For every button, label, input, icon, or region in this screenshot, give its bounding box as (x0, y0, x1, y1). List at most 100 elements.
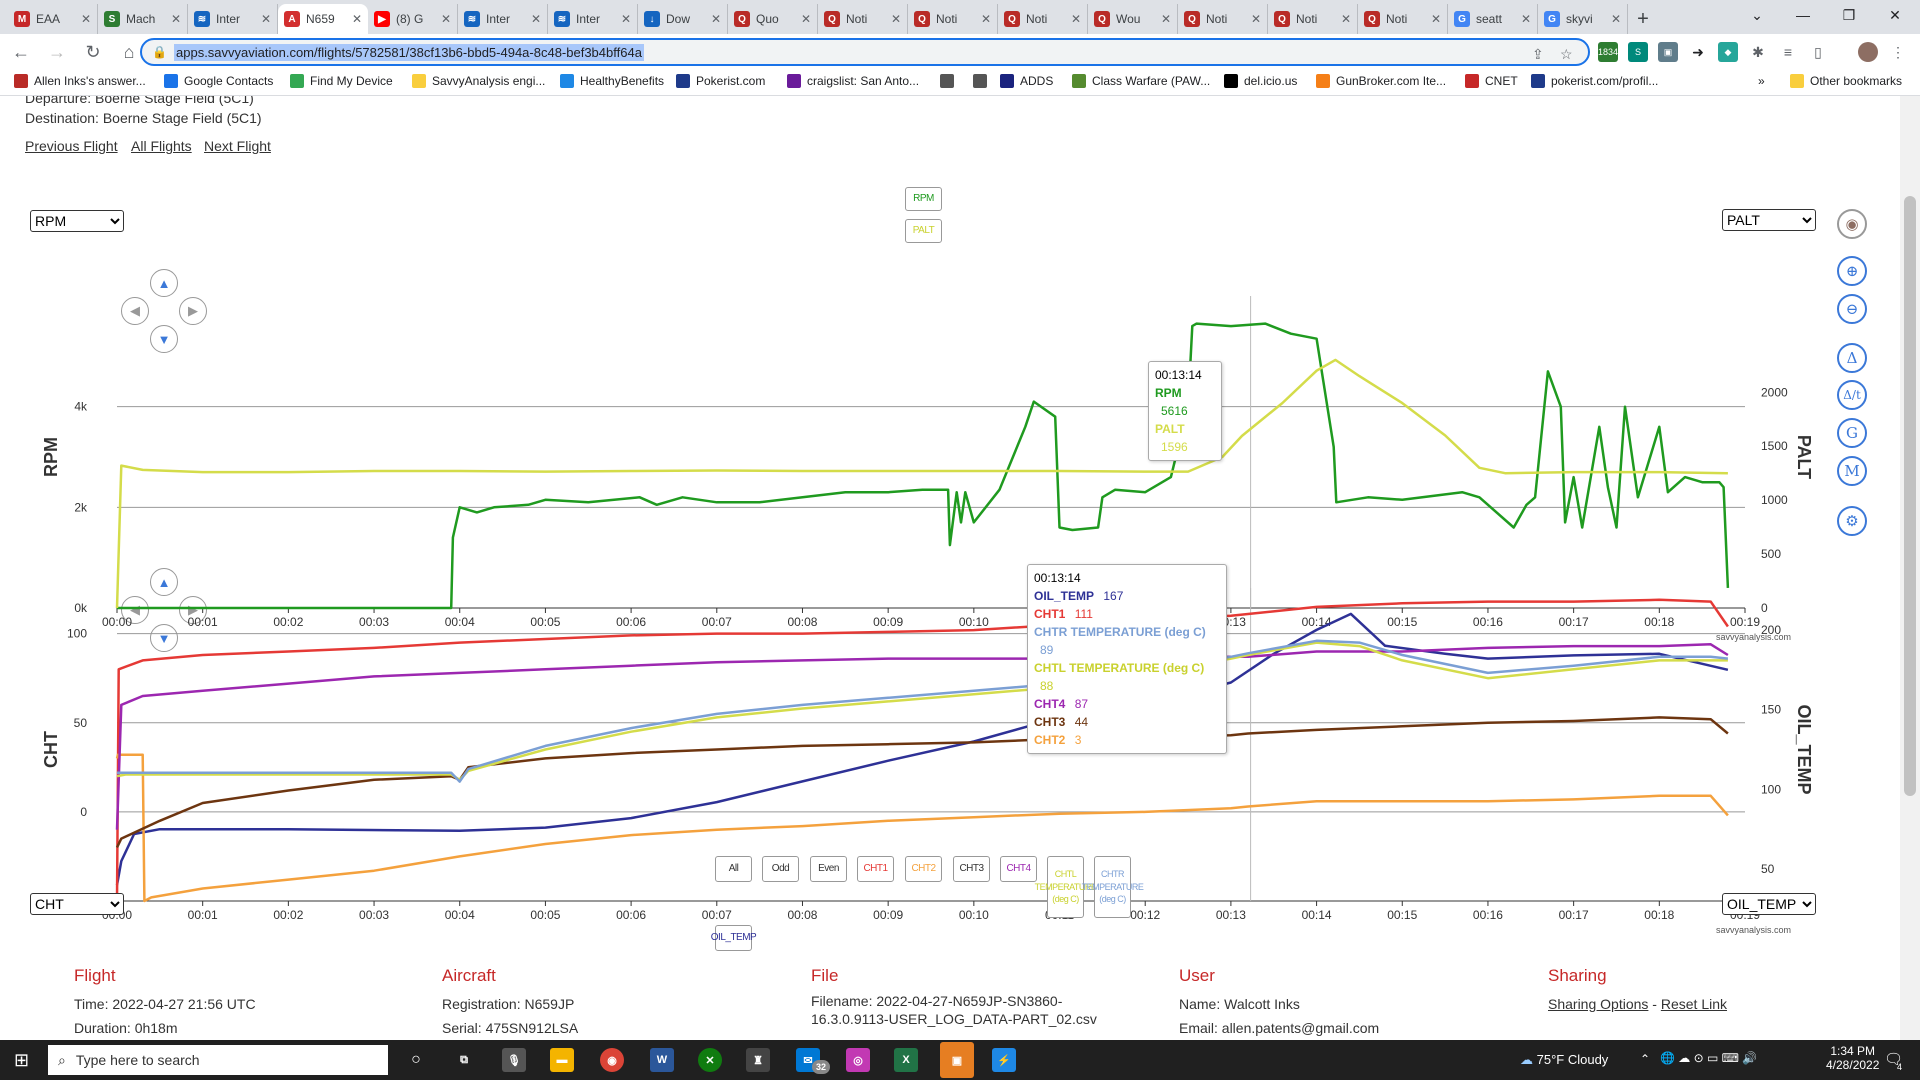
tab-close-icon[interactable]: ✕ (1250, 12, 1261, 26)
browser-tab[interactable]: Q Noti ✕ (1178, 4, 1268, 34)
taskbar-search-box[interactable]: ⌕ Type here to search (48, 1045, 388, 1075)
bookmark-item[interactable]: del.icio.us (1224, 74, 1297, 88)
series-toggle-button[interactable]: Odd (762, 856, 799, 882)
extension-s-icon[interactable]: S (1628, 42, 1648, 62)
bookmark-item[interactable]: Class Warfare (PAW... (1072, 74, 1210, 88)
extension-badge-icon[interactable]: 1834 (1598, 42, 1618, 62)
m-icon[interactable]: M (1837, 456, 1867, 486)
delta-t-icon[interactable]: Δ/t (1837, 380, 1867, 410)
network-app-icon[interactable]: ⚡ (992, 1048, 1016, 1072)
left-axis-select-2[interactable]: CHT (30, 893, 124, 915)
other-bookmarks[interactable]: Other bookmarks (1790, 74, 1902, 88)
active-app-icon[interactable]: ▣ (940, 1042, 974, 1078)
bookmark-item[interactable]: pokerist.com/profil... (1531, 74, 1658, 88)
chart1-left-arrow-icon[interactable]: ◀ (121, 297, 149, 325)
bookmark-item[interactable]: Google Contacts (164, 74, 273, 88)
series-line-cht4[interactable] (115, 643, 1729, 830)
tab-close-icon[interactable]: ✕ (710, 12, 721, 26)
series-line-cht3[interactable] (115, 716, 1729, 849)
tab-close-icon[interactable]: ✕ (1520, 12, 1531, 26)
bookmark-item[interactable]: Pokerist.com (676, 74, 765, 88)
series-line-oil-temp[interactable] (115, 612, 1729, 886)
more-bookmarks-icon[interactable]: » (1758, 74, 1765, 88)
all-flights-link[interactable]: All Flights (131, 138, 192, 154)
browser-tab[interactable]: ≋ Inter ✕ (188, 4, 278, 34)
chrome-icon[interactable]: ◉ (600, 1048, 624, 1072)
excel-icon[interactable]: X (894, 1048, 918, 1072)
bookmark-item[interactable] (973, 74, 993, 88)
tank-game-icon[interactable]: ♜ (746, 1048, 770, 1072)
chart2-up-arrow-icon[interactable]: ▲ (150, 568, 178, 596)
series-line-chtr-temperature-deg-c-[interactable] (117, 639, 1729, 783)
series-toggle-button[interactable]: CHT3 (953, 856, 990, 882)
tab-close-icon[interactable]: ✕ (1070, 12, 1081, 26)
extension-bag-icon[interactable]: ◆ (1718, 42, 1738, 62)
bookmark-item[interactable]: SavvyAnalysis engi... (412, 74, 545, 88)
browser-tab[interactable]: S Mach ✕ (98, 4, 188, 34)
tab-close-icon[interactable]: ✕ (170, 12, 181, 26)
tab-close-icon[interactable]: ✕ (260, 12, 271, 26)
extension-screen-icon[interactable]: ▣ (1658, 42, 1678, 62)
series-line-chtl-temperature-deg-c-[interactable] (116, 641, 1728, 782)
browser-tab[interactable]: Q Quo ✕ (728, 4, 818, 34)
browser-tab[interactable]: A N659 ✕ (278, 4, 368, 34)
settings-gear-icon[interactable]: ⚙ (1837, 506, 1867, 536)
browser-tab[interactable]: ▶ (8) G ✕ (368, 4, 458, 34)
browser-tab[interactable]: Q Noti ✕ (998, 4, 1088, 34)
chart2-left-arrow-icon[interactable]: ◀ (121, 596, 149, 624)
series-toggle-button[interactable]: RPM (905, 187, 942, 211)
avatar[interactable] (1858, 42, 1878, 62)
restore-button[interactable]: ❐ (1842, 6, 1856, 23)
pilot-avatar-icon[interactable]: ◉ (1837, 209, 1867, 239)
browser-tab[interactable]: ↓ Dow ✕ (638, 4, 728, 34)
bookmark-star-icon[interactable]: ☆ (1560, 46, 1573, 62)
chart1-up-arrow-icon[interactable]: ▲ (150, 269, 178, 297)
browser-tab[interactable]: Q Noti ✕ (908, 4, 998, 34)
series-toggle-button[interactable]: CHT1 (857, 856, 894, 882)
tray-icons[interactable]: 🌐 ☁ ⊙ ▭ ⌨ 🔊 (1660, 1051, 1758, 1065)
series-line-cht2[interactable] (115, 753, 1729, 903)
bookmark-item[interactable]: craigslist: San Anto... (787, 74, 919, 88)
bookmark-item[interactable] (940, 74, 960, 88)
new-tab-button[interactable]: + (1637, 7, 1649, 30)
right-axis-select-2[interactable]: OIL_TEMP (1722, 893, 1816, 915)
back-icon[interactable]: ← (12, 41, 30, 62)
tab-close-icon[interactable]: ✕ (530, 12, 541, 26)
home-icon[interactable]: ⌂ (123, 41, 135, 62)
cht-oiltemp-chart[interactable]: -500501005010015020000:0000:0100:0200:03… (0, 548, 1840, 948)
tab-close-icon[interactable]: ✕ (800, 12, 811, 26)
sharing-options-link[interactable]: Sharing Options (1548, 996, 1649, 1012)
xbox-icon[interactable]: ✕ (698, 1048, 722, 1072)
reading-list-icon[interactable]: ≡ (1783, 44, 1793, 60)
extension-arrow-icon[interactable]: ➜ (1692, 43, 1704, 60)
tab-close-icon[interactable]: ✕ (1610, 12, 1621, 26)
windows-start-icon[interactable]: ⊞ (14, 1050, 30, 1070)
browser-tab[interactable]: ≋ Inter ✕ (458, 4, 548, 34)
series-toggle-button[interactable]: CHTR TEMPERATURE (deg C) (1082, 856, 1144, 918)
series-toggle-button[interactable]: OIL_TEMP (711, 925, 757, 951)
extensions-puzzle-icon[interactable]: ✱ (1752, 43, 1764, 60)
chart1-right-arrow-icon[interactable]: ▶ (179, 297, 207, 325)
tab-close-icon[interactable]: ✕ (80, 12, 91, 26)
task-view-icon[interactable]: ⧉ (460, 1053, 468, 1066)
series-toggle-button[interactable]: PALT (905, 219, 942, 243)
tab-close-icon[interactable]: ✕ (1430, 12, 1441, 26)
reload-icon[interactable]: ↻ (85, 41, 101, 62)
microphone-icon[interactable]: 🎙 (502, 1048, 526, 1072)
series-line-rpm[interactable] (117, 322, 1730, 610)
tab-close-icon[interactable]: ✕ (890, 12, 901, 26)
reset-link[interactable]: Reset Link (1660, 996, 1728, 1012)
series-line-cht1[interactable] (115, 598, 1729, 902)
browser-tab[interactable]: Q Wou ✕ (1088, 4, 1178, 34)
share-icon[interactable]: ⇪ (1532, 46, 1544, 62)
close-window-button[interactable]: ✕ (1889, 6, 1901, 23)
bookmark-item[interactable]: Allen Inks's answer... (14, 74, 146, 88)
browser-tab[interactable]: Q Noti ✕ (818, 4, 908, 34)
tab-close-icon[interactable]: ✕ (440, 12, 451, 26)
tab-close-icon[interactable]: ✕ (351, 12, 362, 26)
minimize-button[interactable]: — (1796, 7, 1810, 23)
tab-close-icon[interactable]: ✕ (980, 12, 991, 26)
series-toggle-button[interactable]: CHTL TEMPERATURE (deg C) (1035, 856, 1097, 918)
